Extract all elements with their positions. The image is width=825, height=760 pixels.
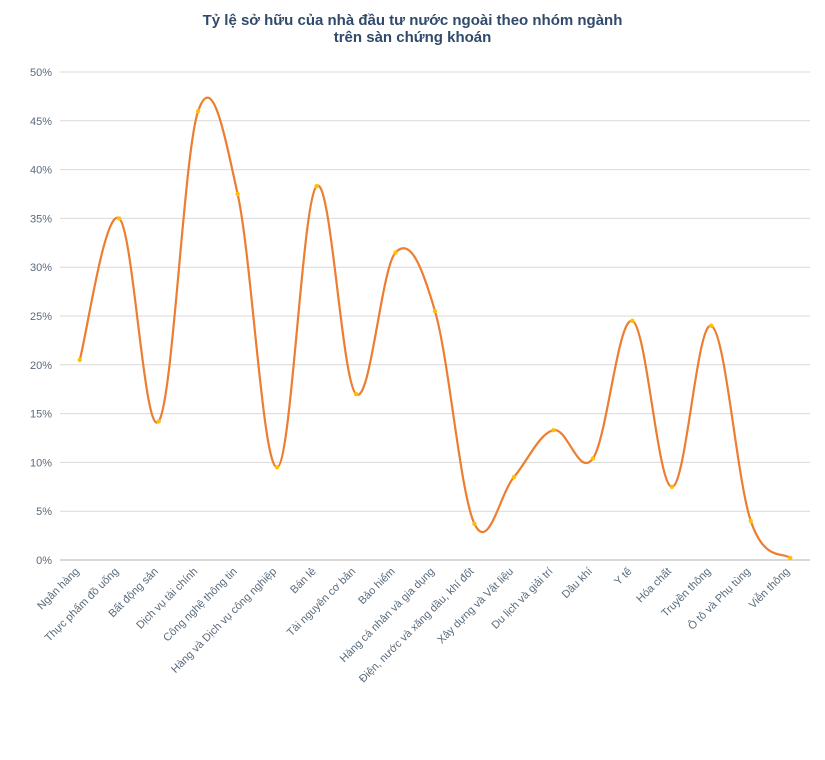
series-marker (630, 319, 634, 323)
series-marker (709, 324, 713, 328)
series-marker (591, 456, 595, 460)
series-marker (78, 358, 82, 362)
x-axis-category-label: Xây dựng và Vật liệu (435, 566, 516, 647)
x-axis-category-label: Tài nguyên cơ bản (285, 566, 358, 639)
series-line (80, 98, 791, 558)
x-axis-category-label: Công nghệ thông tin (161, 566, 240, 645)
y-axis-tick-label: 5% (36, 506, 52, 518)
y-axis-tick-label: 25% (30, 311, 52, 323)
series-marker (393, 250, 397, 254)
x-axis-category-label: Bảo hiểm (356, 566, 397, 607)
y-axis-tick-label: 20% (30, 360, 52, 372)
series-marker (156, 419, 160, 423)
x-axis-category-label: Hóa chất (634, 566, 674, 606)
series-marker (354, 392, 358, 396)
y-axis-tick-label: 35% (30, 213, 52, 225)
series-marker (235, 192, 239, 196)
series-marker (196, 109, 200, 113)
x-axis-category-label: Bán lẻ (288, 566, 319, 597)
y-axis-tick-label: 10% (30, 457, 52, 469)
x-axis-category-label: Dầu khí (560, 566, 595, 601)
series-marker (670, 485, 674, 489)
series-marker (749, 519, 753, 523)
series-marker (314, 184, 318, 188)
y-axis-tick-label: 40% (30, 165, 52, 177)
y-axis-tick-label: 50% (30, 67, 52, 79)
y-axis-tick-label: 45% (30, 116, 52, 128)
series-marker (472, 522, 476, 526)
series-marker (788, 556, 792, 560)
chart-container: Tỷ lệ sở hữu của nhà đầu tư nước ngoài t… (0, 0, 825, 760)
x-axis-category-label: Thực phẩm đồ uống (43, 566, 122, 645)
x-axis-category-label: Viễn thông (746, 565, 792, 611)
series-marker (512, 475, 516, 479)
y-axis-tick-label: 15% (30, 409, 52, 421)
series-marker (551, 428, 555, 432)
y-axis-tick-label: 30% (30, 262, 52, 274)
y-axis-tick-label: 0% (36, 555, 52, 567)
chart-svg: 0%5%10%15%20%25%30%35%40%45%50%Ngân hàng… (0, 0, 825, 760)
x-axis-category-label: Y tế (612, 566, 634, 588)
series-marker (117, 216, 121, 220)
series-marker (433, 309, 437, 313)
series-marker (275, 465, 279, 469)
